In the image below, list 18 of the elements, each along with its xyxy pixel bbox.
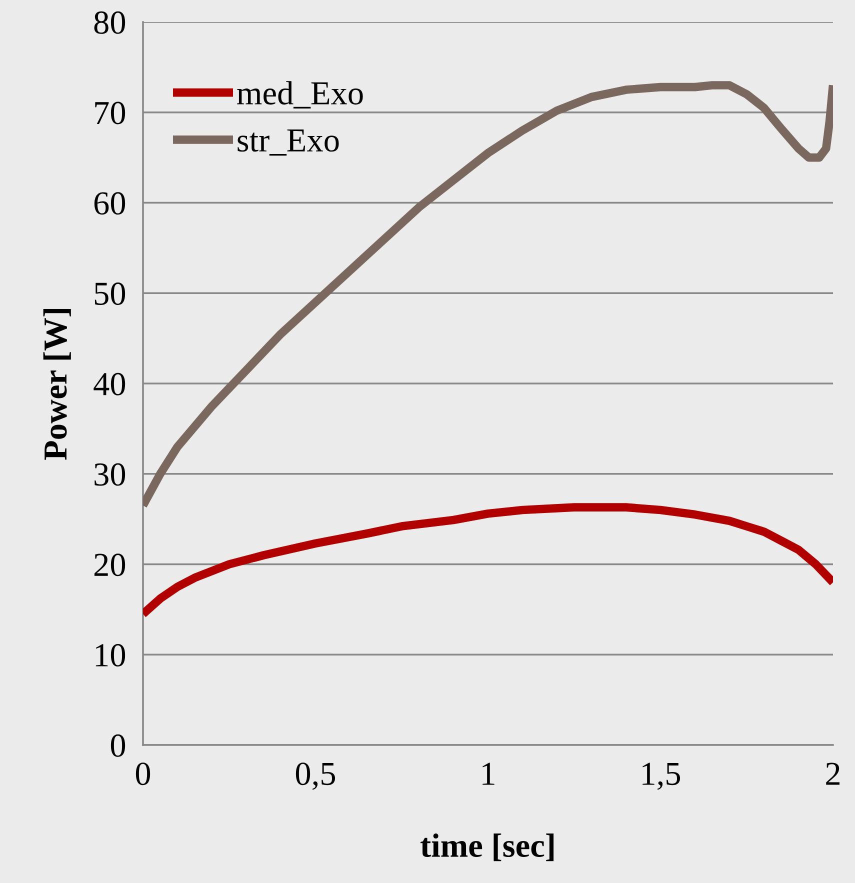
legend-label: str_Exo xyxy=(238,130,339,156)
y-tick-label: 70 xyxy=(95,102,126,124)
y-tick-label: 30 xyxy=(94,463,126,486)
y-tick-label: 10 xyxy=(96,644,126,667)
x-tick-label: 2 xyxy=(826,762,840,785)
y-tick-label: 50 xyxy=(94,282,126,306)
y-tick-label: 80 xyxy=(94,11,126,34)
x-tick-label: 0,5 xyxy=(296,762,336,790)
x-tick-label: 0 xyxy=(136,762,150,786)
y-tick-label: 20 xyxy=(94,554,126,576)
x-axis-title: time [sec] xyxy=(420,834,554,862)
y-tick-label: 60 xyxy=(94,192,126,215)
x-tick-label: 1,5 xyxy=(642,762,680,790)
y-axis-title: Power [W] xyxy=(43,308,71,460)
y-tick-label: 0 xyxy=(110,734,126,757)
y-tick-label: 40 xyxy=(94,372,126,396)
legend-label: med_Exo xyxy=(237,81,363,109)
x-tick-label: 1 xyxy=(482,762,494,785)
